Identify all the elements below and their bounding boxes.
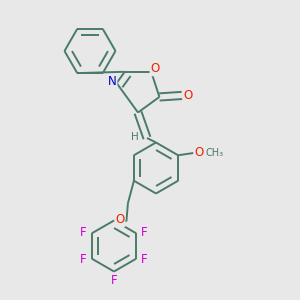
Text: O: O <box>151 62 160 75</box>
Text: O: O <box>194 146 203 159</box>
Text: F: F <box>80 254 87 266</box>
Text: CH₃: CH₃ <box>206 148 224 158</box>
Text: O: O <box>184 89 193 102</box>
Text: F: F <box>111 274 118 287</box>
Text: O: O <box>115 213 124 226</box>
Text: N: N <box>108 75 116 88</box>
Text: F: F <box>141 254 148 266</box>
Text: F: F <box>141 226 148 238</box>
Text: H: H <box>131 131 139 142</box>
Text: F: F <box>80 226 87 238</box>
